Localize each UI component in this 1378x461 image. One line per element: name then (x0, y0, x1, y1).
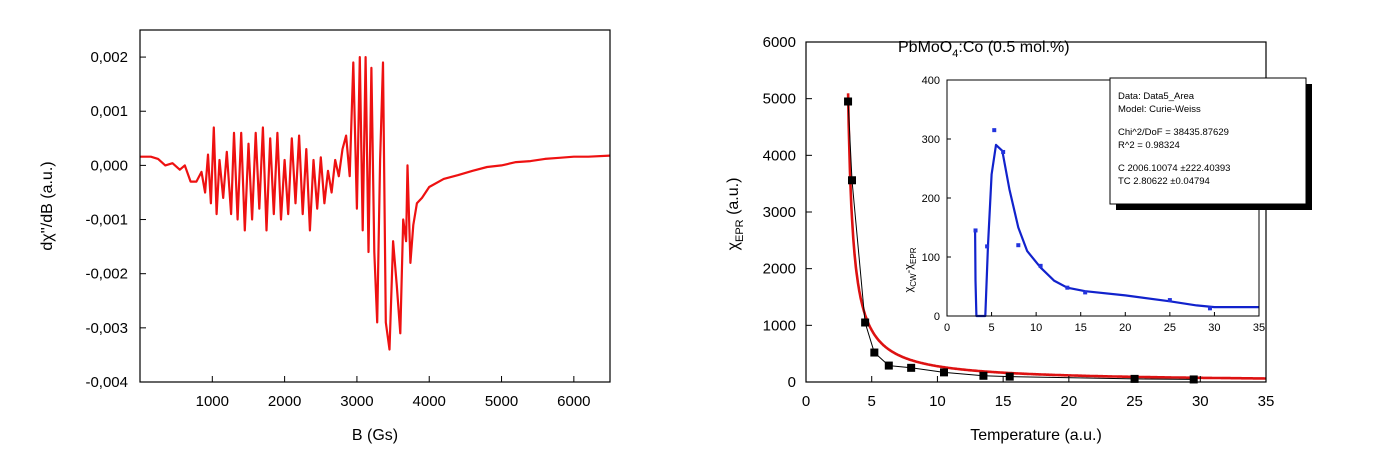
x-tick-label: 3000 (340, 393, 373, 410)
x-tick-label: 4000 (413, 393, 446, 410)
title-part: :Co (0.5 mol.%) (958, 39, 1069, 56)
x-tick-label: 2000 (268, 393, 301, 410)
y-ticks-right: 0 1000 2000 3000 4000 5000 6000 (763, 34, 812, 391)
epr-derivative-chart: 1000 2000 3000 4000 5000 6000 -0,004-0,003-0,… (39, 29, 611, 444)
inset-point (1083, 290, 1088, 295)
inset-x-tick-label: 25 (1164, 322, 1176, 334)
x-ticks-left: 1000 2000 3000 4000 5000 6000 (196, 376, 591, 410)
y-tick-label: 0,001 (90, 103, 128, 120)
chi-epr-point (1189, 375, 1198, 384)
inset-y-tick-label: 400 (922, 75, 940, 87)
chi-epr-point (907, 363, 916, 372)
fit-report-line: R^2 = 0.98324 (1118, 140, 1180, 151)
fit-report-line: Chi^2/DoF = 38435.87629 (1118, 127, 1229, 138)
inset-point (985, 244, 990, 249)
ylabel-part: (a.u.) (725, 178, 742, 220)
inset-y-ticks: 0 100 200 300 400 (922, 75, 951, 323)
y-tick-label: 3000 (763, 204, 796, 221)
inset-point (1038, 263, 1043, 268)
x-tick-label: 10 (929, 393, 946, 410)
plot-frame-left (139, 29, 611, 383)
susceptibility-chart: 0 5 10 15 20 25 30 35 0100020003000400050006000… (725, 34, 1312, 444)
y-axis-label-right: χEPR (a.u.) (725, 178, 746, 251)
x-tick-label: 1000 (196, 393, 229, 410)
chi-epr-point (884, 361, 893, 370)
y-axis-label-left: dχ''/dB (a.u.) (39, 161, 56, 250)
inset-point (1001, 149, 1006, 154)
y-tick-label: 0,000 (90, 157, 128, 174)
y-tick-label: 5000 (763, 91, 796, 108)
x-ticks-right: 0 5 10 15 20 25 30 35 (802, 376, 1275, 410)
chi-epr-point (979, 371, 988, 380)
inset-ylabel-subscript: EPR (909, 247, 918, 264)
fit-report-line: TC 2.80622 ±0.04794 (1118, 176, 1210, 187)
x-tick-label: 35 (1258, 393, 1275, 410)
chart-title-right: PbMoO4:Co (0.5 mol.%) (898, 39, 1070, 60)
chi-epr-point (844, 97, 853, 106)
inset-difference-curve (974, 143, 1259, 318)
x-tick-label: 0 (802, 393, 810, 410)
inset-ylabel-part: -χ (903, 264, 915, 274)
chi-epr-point (870, 348, 879, 357)
x-tick-label: 30 (1192, 393, 1209, 410)
inset-x-tick-label: 30 (1208, 322, 1220, 334)
y-tick-label: -0,003 (85, 320, 128, 337)
y-tick-label: 0,002 (90, 49, 128, 66)
inset-ylabel-part: χ (903, 287, 915, 293)
y-tick-label: -0,002 (85, 266, 128, 283)
inset-point (1207, 306, 1212, 311)
ylabel-part: χ (725, 241, 742, 250)
epr-derivative-series (140, 55, 611, 351)
inset-point (1167, 298, 1172, 303)
x-tick-label: 6000 (557, 393, 590, 410)
inset-y-tick-label: 100 (922, 252, 940, 264)
y-tick-label: -0,001 (85, 212, 128, 229)
x-tick-label: 20 (1061, 393, 1078, 410)
y-tick-label: -0,004 (85, 374, 128, 391)
title-part: PbMoO (898, 39, 952, 56)
fit-report-line: Data: Data5_Area (1118, 91, 1195, 102)
inset-x-tick-label: 15 (1075, 322, 1087, 334)
title-subscript: 4 (952, 48, 958, 60)
fit-report-panel (1109, 77, 1307, 205)
inset-x-ticks: 0 5 10 15 20 25 30 35 (944, 312, 1265, 334)
y-tick-label: 6000 (763, 34, 796, 51)
x-tick-label: 15 (995, 393, 1012, 410)
x-axis-label-left: B (Gs) (352, 427, 398, 444)
inset-y-tick-label: 200 (922, 193, 940, 205)
inset-point (973, 228, 978, 233)
fit-report-box: Data: Data5_Area Model: Curie-Weiss Chi^2/… (1109, 77, 1312, 210)
inset-x-tick-label: 35 (1253, 322, 1265, 334)
inset-y-tick-label: 300 (922, 134, 940, 146)
fit-report-line: C 2006.10074 ±222.40393 (1118, 163, 1230, 174)
inset-point (1065, 285, 1070, 290)
chi-epr-point (848, 176, 856, 185)
fit-report-line: Model: Curie-Weiss (1118, 104, 1201, 115)
inset-y-axis-label: χCW-χEPR (903, 247, 918, 292)
y-tick-label: 0 (788, 374, 796, 391)
chi-epr-point (861, 318, 870, 327)
chi-epr-point (1005, 372, 1014, 381)
y-tick-label: 4000 (763, 147, 796, 164)
inset-x-tick-label: 10 (1030, 322, 1042, 334)
inset-x-tick-label: 20 (1119, 322, 1131, 334)
x-tick-label: 25 (1126, 393, 1143, 410)
ylabel-subscript: EPR (734, 219, 746, 242)
y-ticks-left: -0,004 -0,003 -0,002 -0,001 0,000 0,001 0,002 (85, 49, 146, 391)
inset-point (1016, 243, 1021, 248)
inset-ylabel-subscript: CW (909, 273, 918, 287)
inset-y-tick-label: 0 (934, 311, 940, 323)
chi-epr-point (940, 368, 948, 377)
inset-point (992, 128, 997, 133)
x-tick-label: 5000 (485, 393, 518, 410)
inset-points (973, 128, 1212, 311)
inset-x-tick-label: 0 (944, 322, 950, 334)
y-tick-label: 2000 (763, 261, 796, 278)
y-tick-label: 1000 (763, 317, 796, 334)
x-axis-label-right: Temperature (a.u.) (970, 427, 1102, 444)
inset-x-tick-label: 5 (989, 322, 995, 334)
fit-report-lines: Data: Data5_Area Model: Curie-Weiss Chi^2/… (1118, 91, 1230, 187)
x-tick-label: 5 (868, 393, 876, 410)
